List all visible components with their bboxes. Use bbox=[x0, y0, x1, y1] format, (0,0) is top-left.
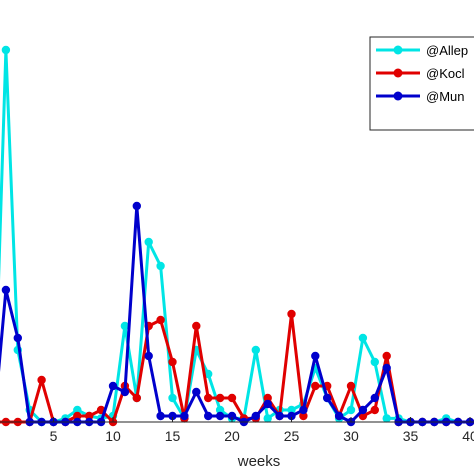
data-point bbox=[132, 201, 141, 211]
legend-label: @Kocl bbox=[426, 66, 465, 81]
data-point bbox=[73, 411, 82, 421]
data-point bbox=[144, 351, 153, 361]
x-tick-label: 15 bbox=[165, 428, 181, 444]
legend-entry: @Kocl bbox=[376, 66, 465, 81]
data-point bbox=[144, 237, 153, 247]
data-point bbox=[215, 405, 225, 415]
x-tick-label: 35 bbox=[403, 428, 419, 444]
data-point bbox=[227, 393, 237, 403]
data-point bbox=[1, 285, 11, 295]
data-point bbox=[346, 381, 356, 391]
x-tick-label: 25 bbox=[284, 428, 300, 444]
data-point bbox=[192, 321, 201, 331]
legend-marker bbox=[393, 45, 403, 55]
data-point bbox=[382, 363, 391, 373]
data-point bbox=[156, 315, 165, 325]
data-point bbox=[358, 405, 368, 415]
legend-label: @Allep bbox=[426, 43, 468, 58]
data-point bbox=[311, 351, 320, 361]
data-point bbox=[1, 45, 11, 55]
series-2 bbox=[0, 309, 474, 427]
data-point bbox=[85, 411, 94, 421]
series-layer bbox=[0, 45, 474, 427]
data-point bbox=[299, 411, 308, 421]
data-point bbox=[358, 333, 368, 343]
data-point bbox=[334, 411, 344, 421]
data-point bbox=[37, 375, 46, 385]
data-point bbox=[73, 405, 82, 415]
data-point bbox=[287, 411, 296, 421]
data-point bbox=[382, 351, 391, 361]
legend-entry: @Mun bbox=[376, 89, 465, 104]
data-point bbox=[251, 411, 260, 421]
data-point bbox=[168, 357, 177, 367]
x-axis: 5 10 15 20 25 30 35 40 bbox=[0, 417, 474, 444]
data-point bbox=[382, 414, 391, 423]
data-point bbox=[13, 333, 22, 343]
data-point bbox=[263, 414, 272, 423]
data-point bbox=[204, 411, 213, 421]
x-axis-label: weeks bbox=[237, 453, 281, 470]
x-tick-label: 5 bbox=[50, 428, 58, 444]
data-point bbox=[370, 357, 379, 367]
data-point bbox=[192, 387, 201, 397]
data-point bbox=[168, 393, 177, 403]
data-point bbox=[287, 309, 296, 319]
legend-label: @Mun bbox=[426, 89, 465, 104]
x-tick-label: 20 bbox=[224, 428, 240, 444]
data-point bbox=[346, 405, 356, 415]
data-point bbox=[156, 411, 165, 421]
data-point bbox=[215, 411, 225, 421]
legend-marker bbox=[393, 91, 403, 101]
legend-marker bbox=[393, 68, 403, 78]
data-point bbox=[287, 405, 296, 415]
x-tick-label: 30 bbox=[343, 428, 359, 444]
legend-entry: @Allep bbox=[376, 43, 468, 58]
x-tick-label: 10 bbox=[105, 428, 121, 444]
data-point bbox=[120, 321, 130, 331]
x-tick-label: 40 bbox=[462, 428, 474, 444]
data-point bbox=[299, 405, 308, 415]
data-point bbox=[168, 411, 177, 421]
data-point bbox=[132, 393, 141, 403]
data-point bbox=[370, 393, 379, 403]
series-line bbox=[0, 204, 470, 424]
data-point bbox=[215, 393, 225, 403]
series-3 bbox=[0, 201, 474, 427]
legend-box bbox=[369, 36, 474, 131]
data-point bbox=[156, 261, 165, 271]
series-line bbox=[0, 312, 470, 424]
data-point bbox=[180, 411, 189, 421]
data-point bbox=[323, 393, 332, 403]
legend: @Allep @Kocl @Mun bbox=[369, 36, 474, 131]
data-point bbox=[227, 411, 237, 421]
data-point bbox=[204, 393, 213, 403]
data-point bbox=[275, 411, 284, 421]
data-point bbox=[108, 381, 118, 391]
data-point bbox=[263, 399, 272, 409]
data-point bbox=[370, 405, 379, 415]
data-point bbox=[120, 387, 130, 397]
data-point bbox=[263, 393, 272, 403]
data-point bbox=[311, 381, 320, 391]
data-point bbox=[251, 345, 260, 355]
